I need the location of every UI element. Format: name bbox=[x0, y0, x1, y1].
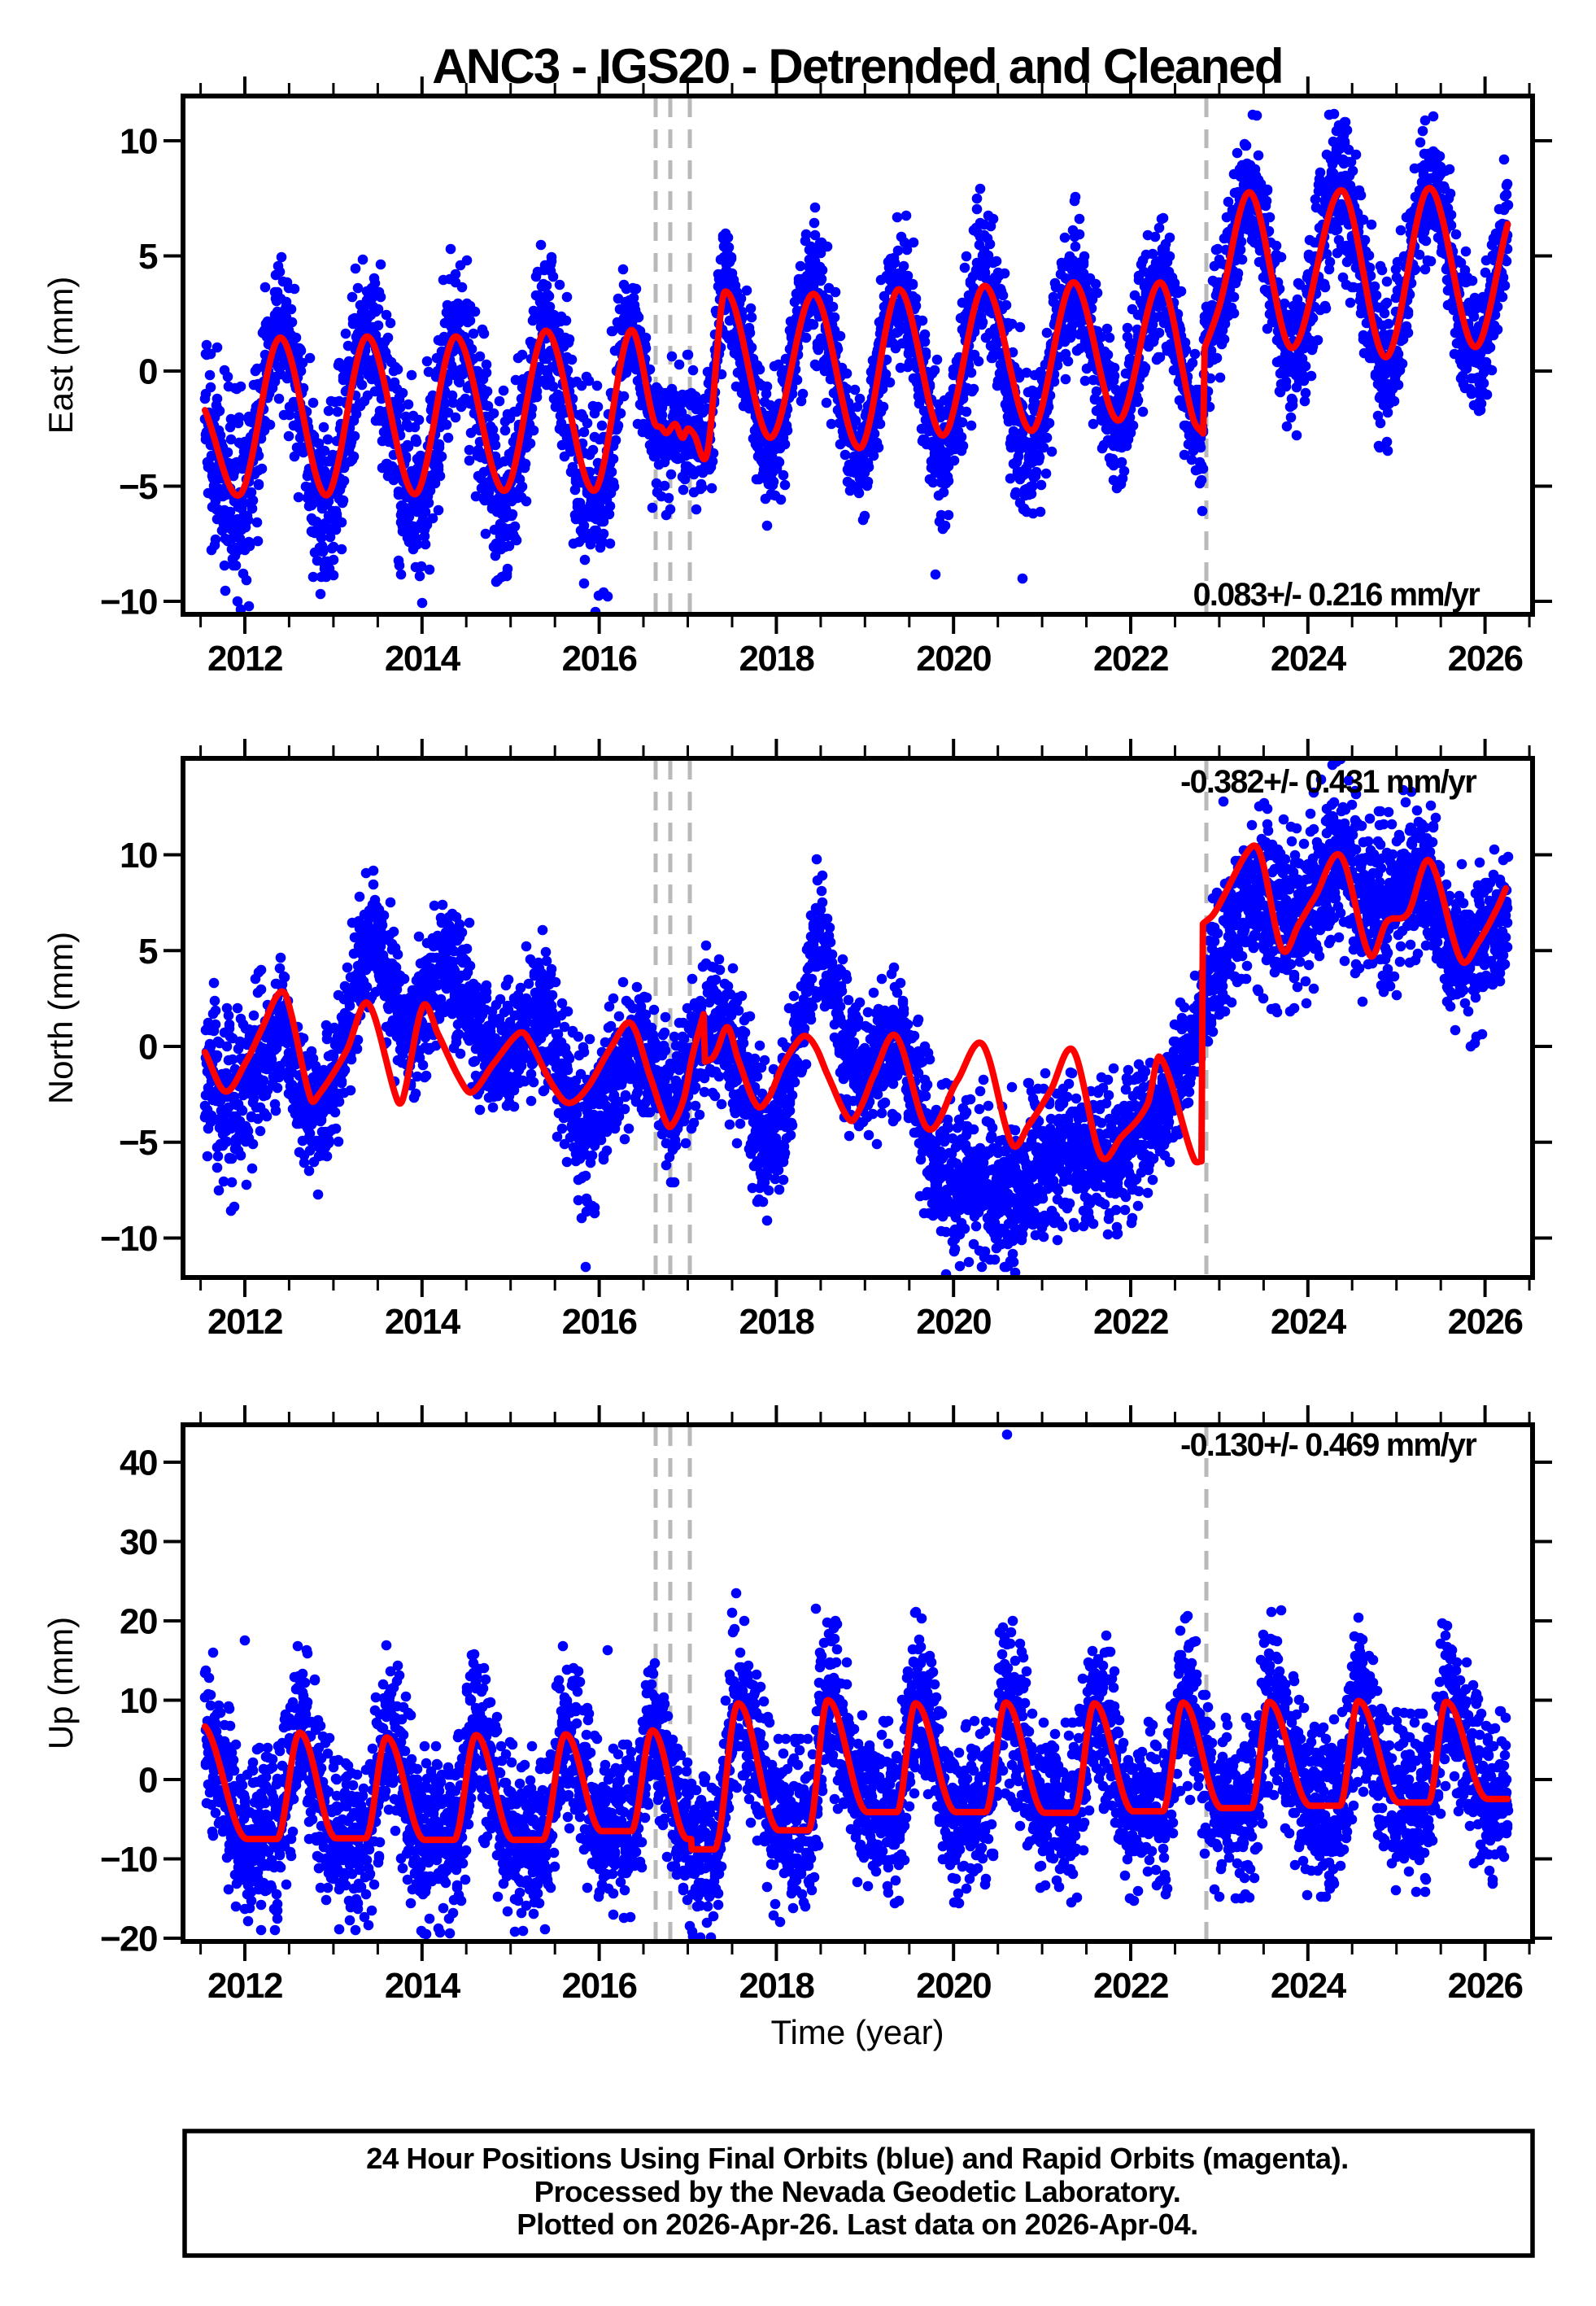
svg-text:2016: 2016 bbox=[562, 1302, 637, 1342]
svg-text:40: 40 bbox=[120, 1443, 157, 1483]
svg-text:−10: −10 bbox=[100, 1219, 157, 1259]
svg-text:5: 5 bbox=[138, 237, 158, 277]
svg-text:2020: 2020 bbox=[916, 1966, 991, 2006]
svg-text:0: 0 bbox=[138, 352, 157, 392]
svg-text:-0.382+/- 0.431 mm/yr: -0.382+/- 0.431 mm/yr bbox=[1180, 764, 1476, 800]
svg-text:10: 10 bbox=[120, 122, 157, 162]
svg-text:10: 10 bbox=[120, 836, 157, 876]
svg-text:Up (mm): Up (mm) bbox=[41, 1617, 80, 1749]
svg-text:−10: −10 bbox=[100, 583, 157, 622]
svg-text:2022: 2022 bbox=[1093, 1966, 1168, 2006]
svg-text:2014: 2014 bbox=[385, 1302, 461, 1342]
svg-text:-0.130+/- 0.469 mm/yr: -0.130+/- 0.469 mm/yr bbox=[1180, 1427, 1476, 1463]
svg-text:−5: −5 bbox=[119, 1123, 158, 1163]
svg-text:−20: −20 bbox=[100, 1919, 157, 1959]
svg-text:2026: 2026 bbox=[1448, 639, 1523, 679]
svg-text:24 Hour Positions Using Final: 24 Hour Positions Using Final Orbits (bl… bbox=[366, 2142, 1349, 2175]
svg-text:2024: 2024 bbox=[1271, 1302, 1347, 1342]
svg-text:2024: 2024 bbox=[1271, 639, 1347, 679]
svg-text:2020: 2020 bbox=[916, 639, 991, 679]
svg-text:0: 0 bbox=[138, 1028, 157, 1068]
svg-text:2026: 2026 bbox=[1448, 1302, 1523, 1342]
svg-text:Plotted on 2026-Apr-26. Last d: Plotted on 2026-Apr-26. Last data on 202… bbox=[517, 2208, 1198, 2241]
svg-text:2014: 2014 bbox=[385, 1966, 461, 2006]
svg-text:2024: 2024 bbox=[1271, 1966, 1347, 2006]
svg-text:2018: 2018 bbox=[739, 1302, 814, 1342]
svg-text:30: 30 bbox=[120, 1522, 157, 1562]
svg-text:0.083+/- 0.216 mm/yr: 0.083+/- 0.216 mm/yr bbox=[1193, 577, 1480, 613]
svg-text:East (mm): East (mm) bbox=[41, 277, 80, 435]
svg-text:2016: 2016 bbox=[562, 639, 637, 679]
svg-text:2018: 2018 bbox=[739, 639, 814, 679]
svg-text:2018: 2018 bbox=[739, 1966, 814, 2006]
svg-text:Time (year): Time (year) bbox=[770, 2013, 944, 2051]
svg-text:North (mm): North (mm) bbox=[41, 932, 80, 1104]
svg-text:Processed by the Nevada Geodet: Processed by the Nevada Geodetic Laborat… bbox=[534, 2175, 1181, 2208]
svg-text:2020: 2020 bbox=[916, 1302, 991, 1342]
svg-text:2022: 2022 bbox=[1093, 1302, 1168, 1342]
svg-text:2012: 2012 bbox=[207, 1302, 282, 1342]
svg-text:2016: 2016 bbox=[562, 1966, 637, 2006]
svg-text:−5: −5 bbox=[119, 467, 158, 507]
svg-text:0: 0 bbox=[138, 1761, 157, 1801]
svg-text:2012: 2012 bbox=[207, 1966, 282, 2006]
svg-text:20: 20 bbox=[120, 1602, 157, 1642]
svg-text:5: 5 bbox=[138, 932, 158, 972]
svg-text:10: 10 bbox=[120, 1681, 157, 1721]
svg-text:2012: 2012 bbox=[207, 639, 282, 679]
svg-text:2022: 2022 bbox=[1093, 639, 1168, 679]
svg-text:−10: −10 bbox=[100, 1840, 157, 1880]
svg-text:2014: 2014 bbox=[385, 639, 461, 679]
svg-text:2026: 2026 bbox=[1448, 1966, 1523, 2006]
svg-text:ANC3 - IGS20 - Detrended and C: ANC3 - IGS20 - Detrended and Cleaned bbox=[432, 39, 1282, 94]
